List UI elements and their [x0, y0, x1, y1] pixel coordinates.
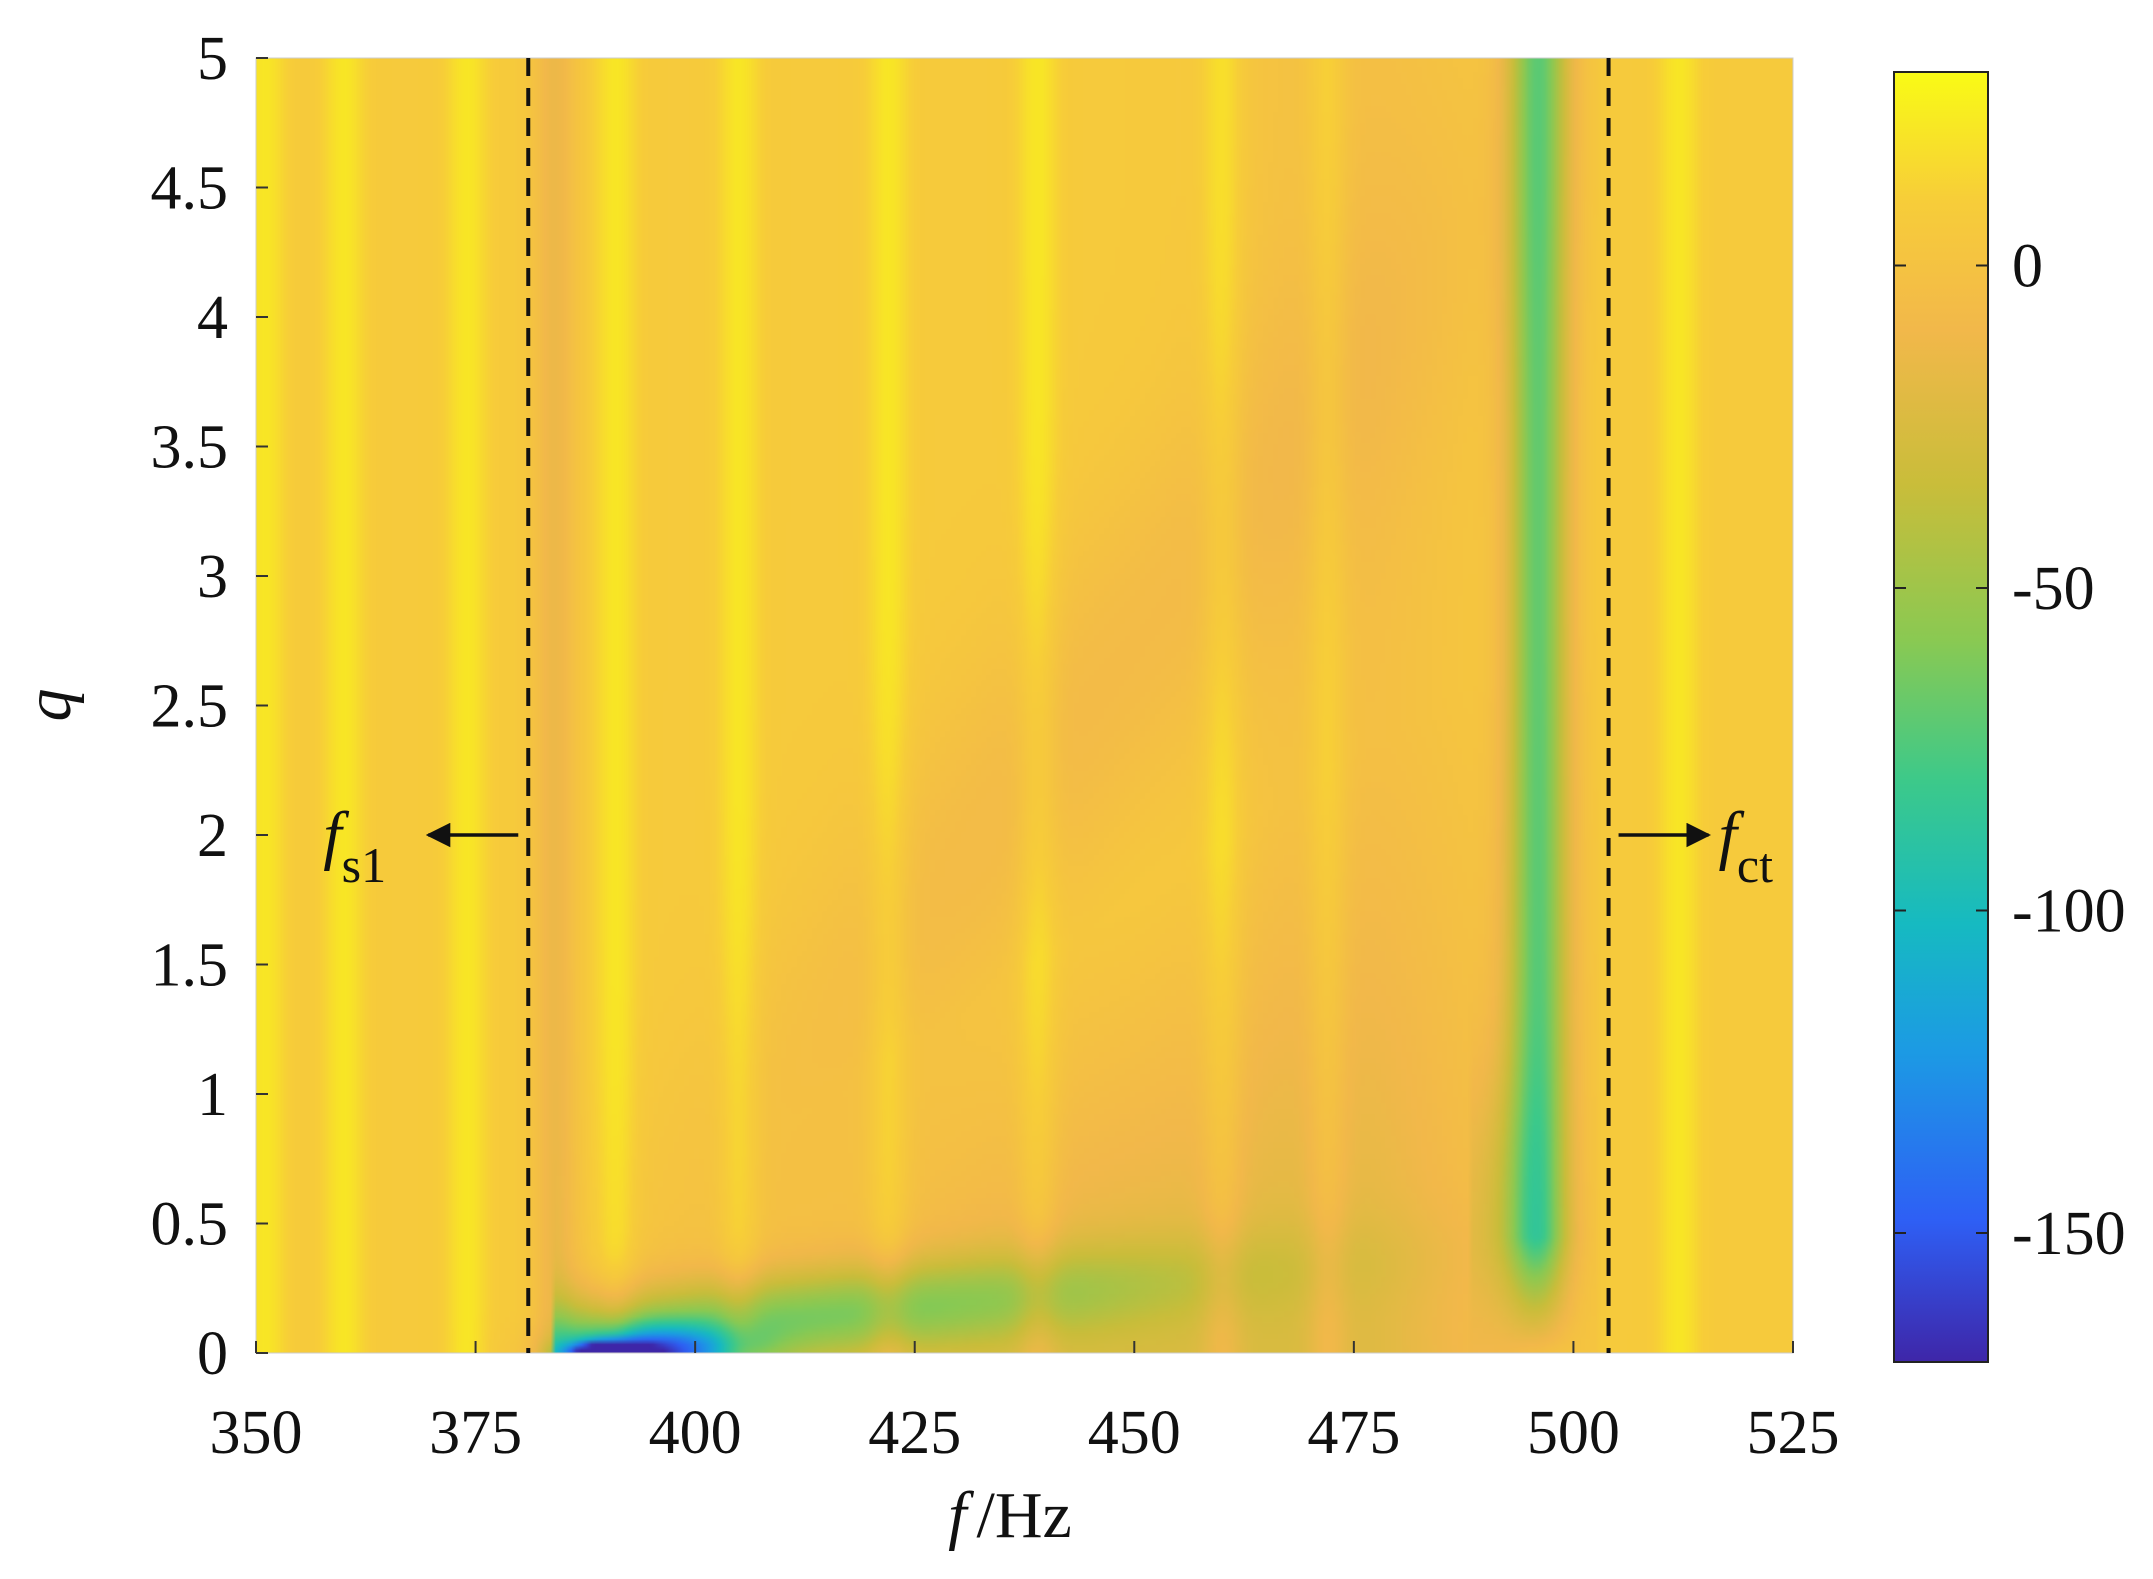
y-tick-label: 1.5 — [151, 932, 229, 1000]
x-tick-label: 425 — [868, 1399, 961, 1467]
x-tick-label: 400 — [649, 1399, 742, 1467]
colorbar-tick-label: -150 — [2012, 1200, 2126, 1268]
x-tick-label: 475 — [1307, 1399, 1400, 1467]
y-tick-label: 0 — [197, 1320, 228, 1388]
y-tick-label: 2 — [197, 802, 228, 870]
x-axis-label: f/Hz — [948, 1479, 1072, 1552]
y-axis-ticks: 0 0.5 1 1.5 2 2.5 3 3.5 4 4.5 5 — [151, 25, 268, 1388]
x-tick-label: 450 — [1088, 1399, 1181, 1467]
x-axis-symbol: f — [948, 1479, 974, 1552]
x-tick-label: 375 — [429, 1399, 522, 1467]
x-tick-label: 350 — [210, 1399, 303, 1467]
colorbar-tick-label: -50 — [2012, 555, 2095, 623]
x-axis-unit: /Hz — [977, 1479, 1072, 1552]
y-tick-label: 3.5 — [151, 414, 229, 482]
y-tick-label: 4 — [197, 284, 228, 352]
colorbar-tick-label: -100 — [2012, 878, 2126, 946]
x-axis-ticks: 350 375 400 425 450 475 500 525 — [210, 1341, 1840, 1467]
colorbar-ticks: 0 -50 -100 -150 — [1894, 233, 2126, 1268]
y-tick-label: 3 — [197, 543, 228, 611]
x-tick-label: 525 — [1747, 1399, 1840, 1467]
annotation-subscript: ct — [1737, 837, 1773, 893]
y-tick-label: 2.5 — [151, 673, 229, 741]
y-axis-label: q — [12, 689, 85, 722]
x-tick-label: 500 — [1527, 1399, 1620, 1467]
colorbar-tick-label: 0 — [2012, 233, 2043, 301]
colorbar — [1893, 71, 1989, 1363]
heatmap-image — [256, 58, 1793, 1353]
y-tick-label: 0.5 — [151, 1191, 229, 1259]
heatmap-field — [256, 58, 1793, 1353]
y-tick-label: 5 — [197, 25, 228, 93]
y-tick-label: 1 — [197, 1061, 228, 1129]
y-tick-label: 4.5 — [151, 155, 229, 223]
annotation-subscript: s1 — [342, 837, 386, 893]
